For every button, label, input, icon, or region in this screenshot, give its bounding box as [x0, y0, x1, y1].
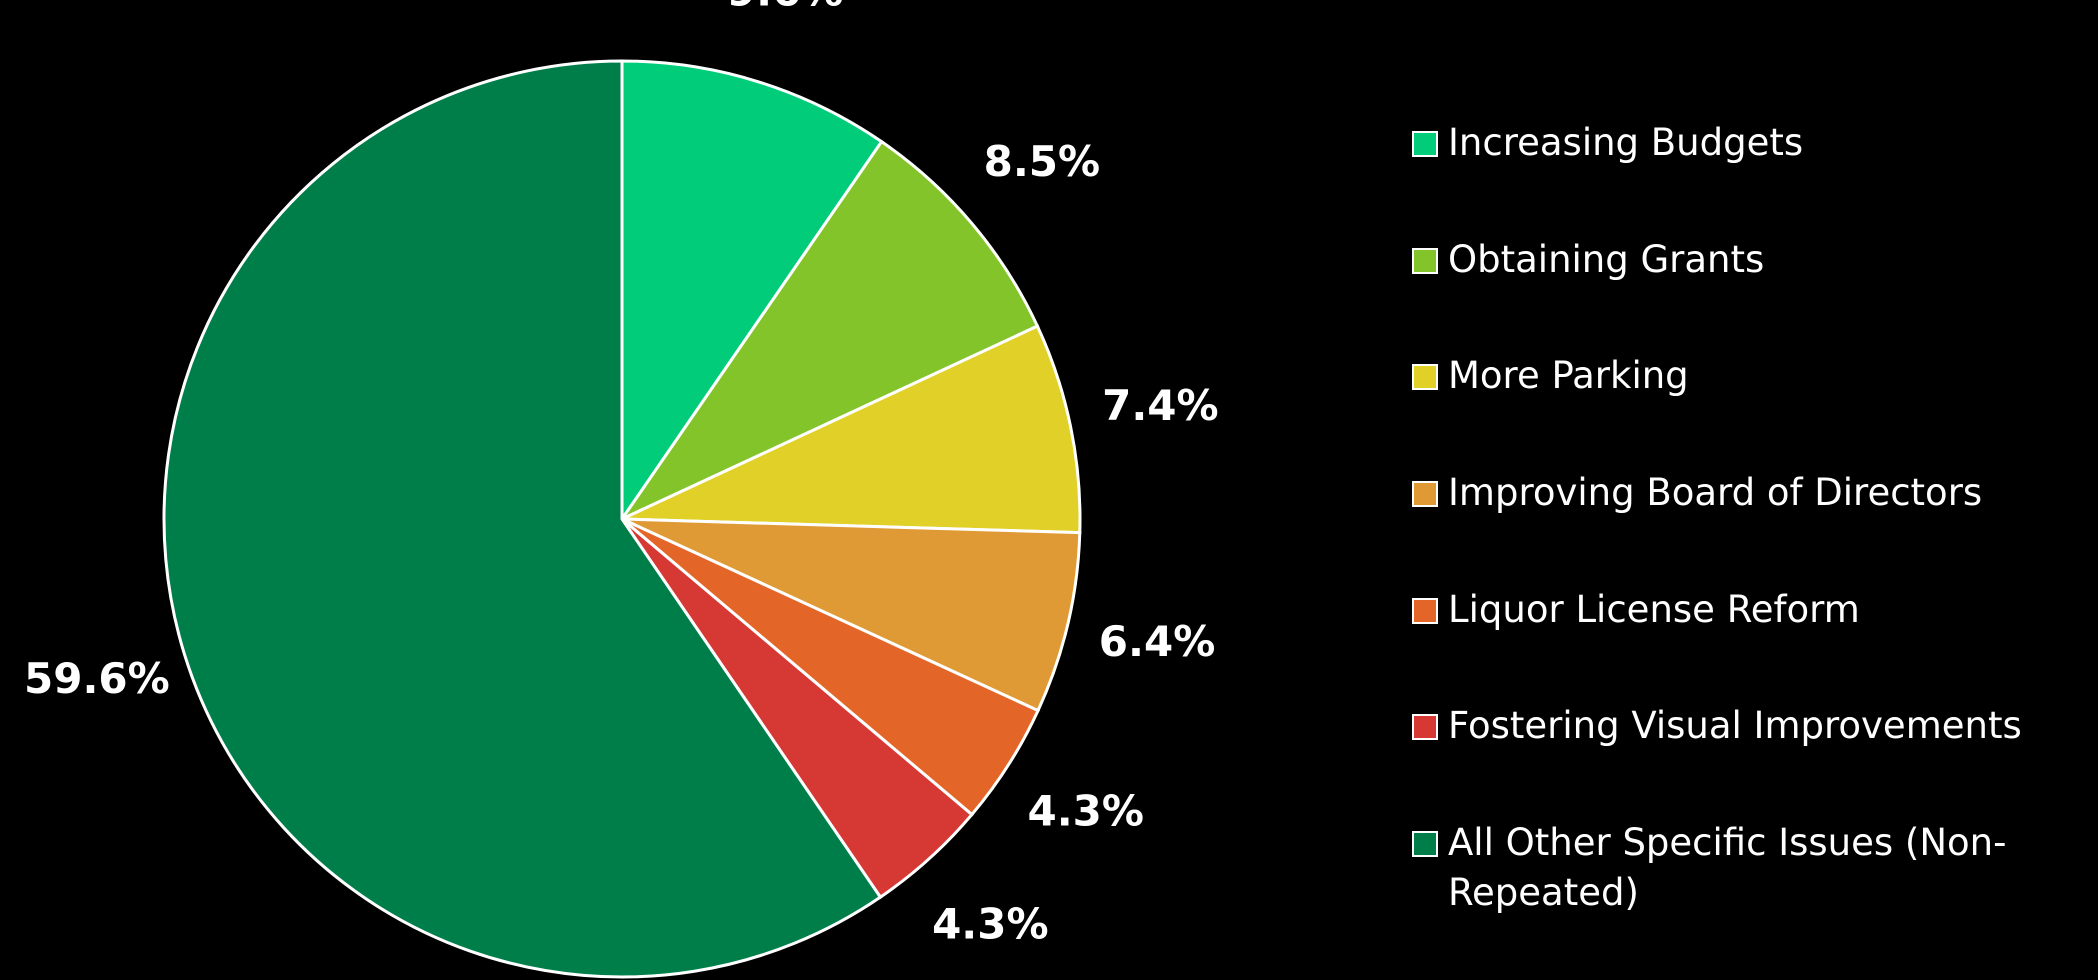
legend-item: Liquor License Reform — [1412, 585, 2072, 702]
data-label: 8.5% — [984, 137, 1100, 186]
data-label: 4.3% — [1028, 786, 1144, 835]
legend: Increasing Budgets Obtaining Grants More P… — [1412, 118, 2072, 935]
legend-item: More Parking — [1412, 351, 2072, 468]
pie-slice — [621, 324, 1082, 535]
legend-label: More Parking — [1448, 354, 1689, 398]
pie-area: 9.6% 8.5% 7.4% 6.4% 4.3% 4.3% 59.6% — [24, 0, 1219, 979]
pie-slice — [162, 59, 883, 979]
legend-item: Fostering Visual Improvements — [1412, 701, 2072, 818]
legend-swatch — [1412, 714, 1438, 741]
legend-item: Obtaining Grants — [1412, 235, 2072, 352]
data-label: 4.3% — [932, 899, 1048, 948]
pie-slice — [617, 139, 1040, 523]
legend-label: Obtaining Grants — [1448, 237, 1765, 281]
data-label: 9.6% — [727, 0, 843, 16]
legend-swatch — [1412, 481, 1438, 508]
legend-swatch — [1412, 247, 1438, 274]
legend-label: All Other Specific Issues (Non-Repeated) — [1448, 821, 2007, 915]
legend-swatch — [1412, 831, 1438, 858]
pie-slice — [621, 517, 1082, 713]
legend-label: Fostering Visual Improvements — [1448, 704, 2022, 748]
legend-swatch — [1412, 131, 1438, 157]
data-label: 7.4% — [1102, 381, 1218, 430]
legend-item: Improving Board of Directors — [1412, 468, 2072, 585]
legend-item: Increasing Budgets — [1412, 118, 2072, 235]
data-label: 59.6% — [24, 654, 170, 703]
legend-label: Increasing Budgets — [1448, 121, 1804, 164]
legend-label: Liquor License Reform — [1448, 587, 1860, 631]
pie-slice — [620, 59, 884, 524]
legend-label: Improving Board of Directors — [1448, 471, 1983, 515]
data-label: 6.4% — [1099, 617, 1215, 666]
legend-item: All Other Specific Issues (Non-Repeated) — [1412, 818, 2072, 935]
legend-swatch — [1412, 597, 1438, 624]
legend-swatch — [1412, 364, 1438, 391]
